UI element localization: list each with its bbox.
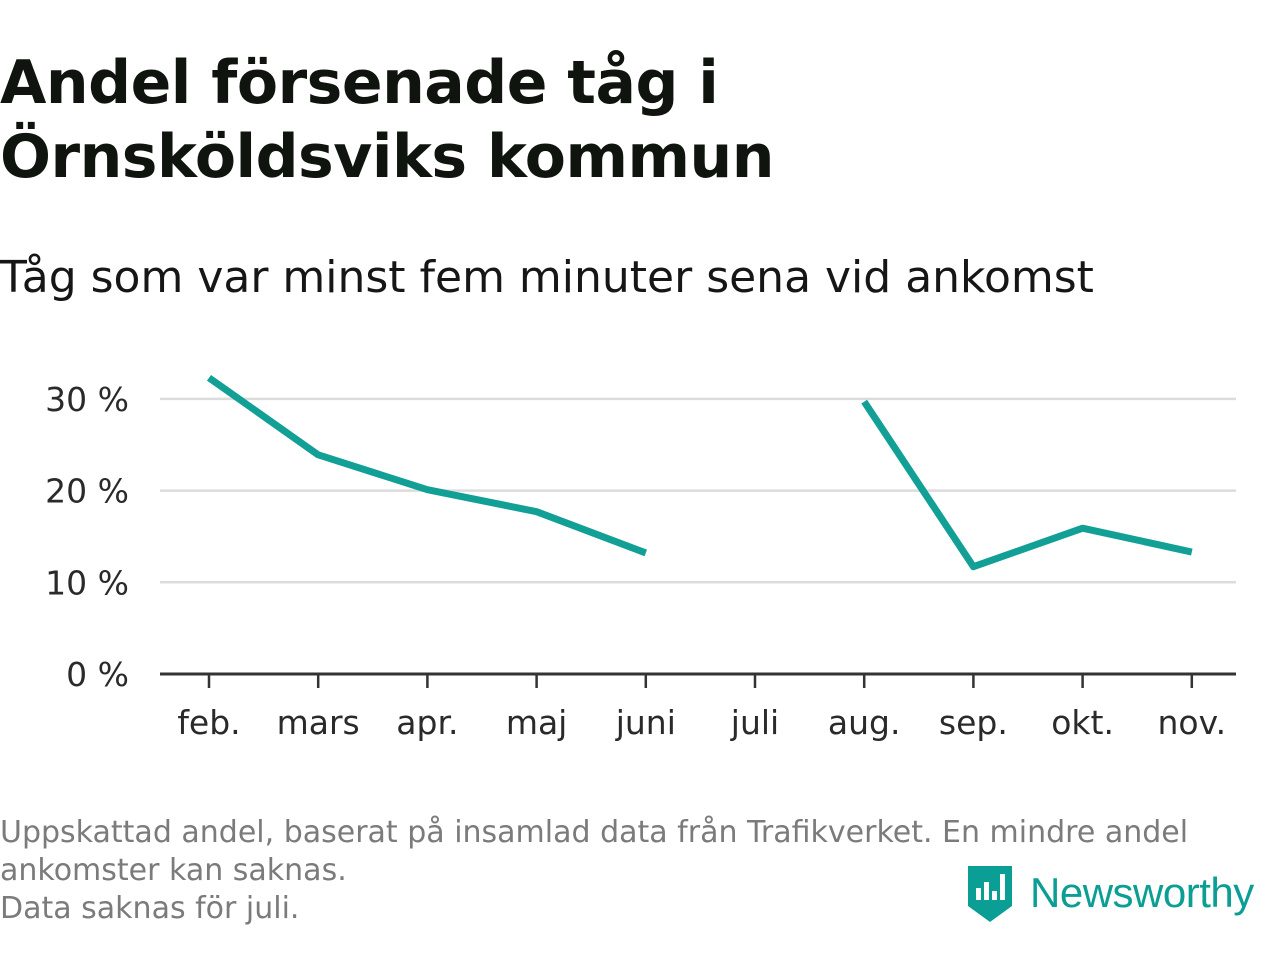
line-chart: 0 % 10 % 20 % 30 % feb. mars apr. maj juni juli a… [45, 374, 1236, 742]
brand-logo: Newsworthy [964, 862, 1254, 924]
footnote-line-3: Data saknas för juli. [0, 891, 300, 926]
data-lines [206, 374, 1193, 571]
chart-title: Andel försenade tåg i Örnsköldsviks komm… [0, 48, 774, 192]
y-axis-labels: 0 % 10 % 20 % 30 % [45, 380, 129, 694]
chart-subtitle: Tåg som var minst fem minuter sena vid a… [0, 252, 1094, 303]
x-tick-label: juli [730, 703, 779, 742]
series-line [861, 399, 1193, 571]
y-tick-label: 0 % [66, 655, 129, 694]
x-tick-label: okt. [1051, 703, 1114, 742]
footnote-line-1: Uppskattad andel, baserat på insamlad da… [0, 815, 1189, 850]
y-tick-label: 30 % [45, 380, 129, 419]
footnote-line-2: ankomster kan saknas. [0, 853, 347, 888]
x-tick-label: apr. [396, 703, 458, 742]
x-tick-label: feb. [177, 703, 240, 742]
y-tick-label: 10 % [45, 563, 129, 602]
x-axis: feb. mars apr. maj juni juli aug. sep. okt. nov. [160, 672, 1236, 742]
footnote: Uppskattad andel, baserat på insamlad da… [0, 814, 1270, 928]
series-line [206, 374, 648, 557]
gridlines [160, 397, 1236, 584]
x-tick-label: sep. [939, 703, 1008, 742]
x-tick-label: aug. [828, 703, 901, 742]
x-tick-label: mars [277, 703, 360, 742]
x-tick-label: maj [506, 703, 568, 742]
brand-name: Newsworthy [1030, 869, 1254, 916]
newsworthy-logo-icon [968, 866, 1012, 922]
x-tick-label: juni [615, 703, 676, 742]
x-tick-label: nov. [1158, 703, 1227, 742]
y-tick-label: 20 % [45, 472, 129, 511]
